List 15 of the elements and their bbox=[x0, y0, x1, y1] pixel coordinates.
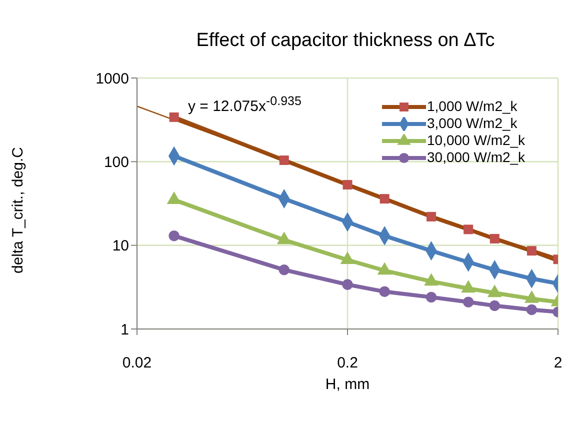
x-tick-label: 2 bbox=[554, 354, 562, 372]
legend-label: 1,000 W/m2_k bbox=[427, 98, 518, 115]
x-tick-label: 0.02 bbox=[122, 354, 152, 372]
legend-label: 10,000 W/m2_k bbox=[427, 132, 526, 149]
legend-label: 30,000 W/m2_k bbox=[427, 149, 526, 166]
x-axis-title: H, mm bbox=[325, 376, 370, 393]
x-tick-label: 0.2 bbox=[337, 354, 358, 372]
y-tick-label: 100 bbox=[104, 154, 129, 171]
chart-title: Effect of capacitor thickness on ∆Tc bbox=[195, 30, 496, 52]
y-tick-label: 1 bbox=[120, 321, 129, 338]
y-tick-label: 1000 bbox=[96, 70, 129, 88]
y-axis-title: delta T_crit., deg.C bbox=[9, 146, 26, 274]
annotation: y = 12.075x$^{-0.935}$ bbox=[188, 94, 302, 115]
legend-label: 3,000 W/m2_k bbox=[427, 115, 518, 132]
y-tick-label: 10 bbox=[112, 238, 129, 255]
